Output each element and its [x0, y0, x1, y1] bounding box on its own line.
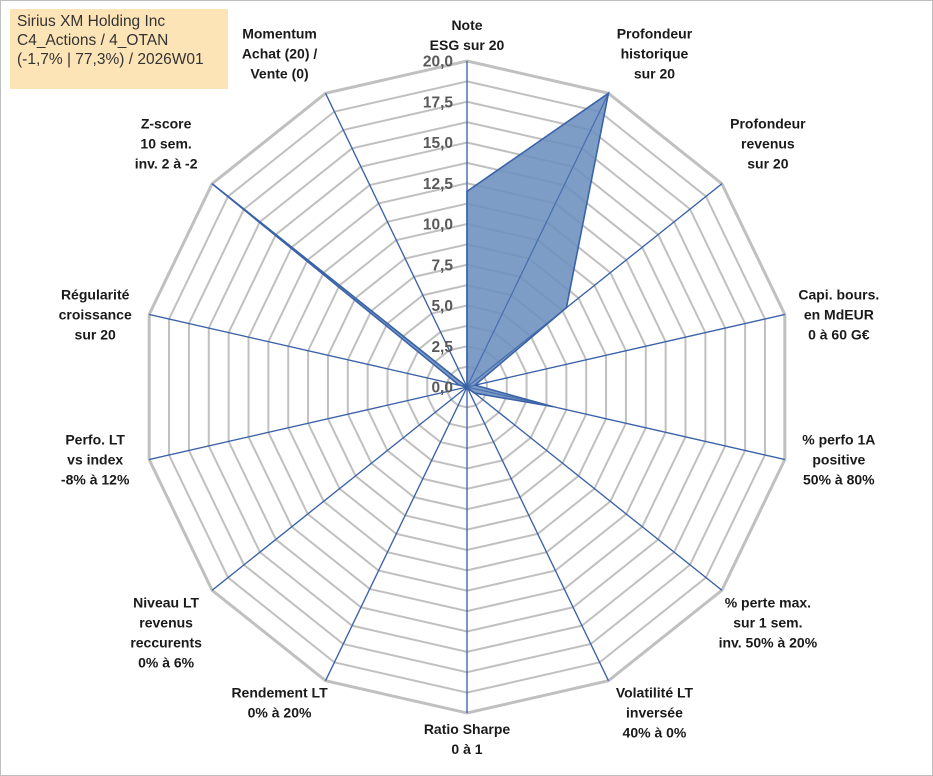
axis-label-line: reccurents	[130, 634, 202, 650]
axis-label-line: Z-score	[141, 116, 192, 132]
axis-label: % perte max. sur 1 sem. inv. 50% à 20%	[719, 594, 818, 650]
axis-spoke-overlay	[466, 386, 609, 681]
axis-label-line: sur 20	[75, 326, 116, 342]
axis-label-line: sur 20	[634, 65, 675, 81]
axis-label-line: revenus	[139, 614, 193, 630]
axis-label-line: Niveau LT	[133, 594, 199, 610]
axis-label: Régularité croissance sur 20	[59, 286, 132, 342]
axis-spoke-overlay	[211, 183, 468, 388]
axis-spoke-overlay	[466, 93, 609, 388]
axis-label-line: % perte max.	[725, 594, 811, 610]
radar-axis-labels: Note ESG sur 20 Profondeur historique sur 20…	[59, 17, 880, 757]
axis-label-line: % perfo 1A	[802, 432, 875, 448]
tick-label: 17,5	[423, 94, 454, 111]
axis-spoke-overlay	[466, 386, 785, 461]
axis-label-line: 10 sem.	[140, 136, 191, 152]
tick-label: 10,0	[423, 217, 453, 234]
axis-label-line: Profondeur	[730, 116, 806, 132]
axis-label-line: Rendement LT	[231, 685, 328, 701]
axis-label-line: Ratio Sharpe	[424, 721, 511, 737]
axis-label: Z-score 10 sem. inv. 2 à -2	[135, 116, 198, 172]
axis-label-line: Régularité	[61, 286, 130, 302]
axis-label-line: croissance	[59, 306, 132, 322]
tick-label: 0,0	[431, 380, 453, 397]
axis-label-line: Achat (20) /	[242, 45, 318, 61]
tick-label: 2,5	[431, 339, 453, 356]
axis-label-line: revenus	[741, 136, 795, 152]
title-line-company: Sirius XM Holding Inc	[17, 13, 166, 30]
radar-tick-labels: 0,0 2,5 5,0 7,5 10,0 12,5 15,0 17,5 20,0	[423, 54, 454, 397]
axis-label-line: inv. 50% à 20%	[719, 634, 818, 650]
axis-label-line: Vente (0)	[250, 65, 308, 81]
axis-label-line: 50% à 80%	[803, 472, 875, 488]
axis-spoke-overlay	[149, 386, 468, 461]
axis-label-line: en MdEUR	[804, 306, 874, 322]
chart-title-box: Sirius XM Holding Inc C4_Actions / 4_OTA…	[10, 9, 228, 89]
axis-spoke-overlay	[466, 386, 723, 591]
axis-spoke-overlay	[325, 386, 468, 681]
axis-label-line: Perfo. LT	[65, 432, 125, 448]
axis-label: Momentum Achat (20) / Vente (0)	[242, 25, 318, 81]
axis-label: Niveau LT revenus reccurents 0% à 6%	[130, 594, 202, 670]
axis-label: Ratio Sharpe 0 à 1	[424, 721, 511, 757]
axis-label-line: ESG sur 20	[430, 37, 505, 53]
axis-label-line: sur 20	[747, 156, 788, 172]
axis-label-line: sur 1 sem.	[733, 614, 802, 630]
axis-label-line: -8% à 12%	[61, 472, 130, 488]
axis-label-line: Volatilité LT	[616, 685, 694, 701]
title-line-stats: (-1,7% | 77,3%) / 2026W01	[17, 51, 204, 68]
axis-spoke-overlay	[466, 313, 785, 388]
axis-spoke-overlay	[325, 93, 468, 388]
axis-spoke-overlay	[466, 183, 723, 388]
tick-label: 7,5	[431, 257, 453, 274]
tick-label: 15,0	[423, 135, 453, 152]
axis-label-line: 0% à 6%	[138, 654, 195, 670]
axis-label-line: inversée	[626, 705, 683, 721]
axis-label-line: 0 à 1	[451, 741, 482, 757]
axis-label-line: 40% à 0%	[623, 725, 687, 741]
axis-label: Rendement LT 0% à 20%	[231, 685, 328, 721]
axis-spoke-overlay	[211, 386, 468, 591]
axis-label: Profondeur historique sur 20	[617, 25, 693, 81]
axis-label-line: Note	[451, 17, 482, 33]
tick-label: 20,0	[423, 54, 453, 71]
axis-label: Note ESG sur 20	[430, 17, 505, 53]
axis-label-line: historique	[621, 45, 689, 61]
axis-label-line: positive	[812, 452, 865, 468]
axis-label: Perfo. LT vs index -8% à 12%	[61, 432, 130, 488]
tick-label: 5,0	[431, 298, 453, 315]
axis-label: % perfo 1A positive 50% à 80%	[802, 432, 875, 488]
axis-label-line: 0 à 60 G€	[808, 326, 870, 342]
radar-series	[149, 61, 785, 713]
axis-label-line: Profondeur	[617, 25, 693, 41]
axis-label: Capi. bours. en MdEUR 0 à 60 G€	[798, 286, 879, 342]
axis-label-line: vs index	[67, 452, 123, 468]
axis-label: Volatilité LT inversée 40% à 0%	[616, 685, 694, 741]
axis-label-line: 0% à 20%	[248, 705, 312, 721]
axis-label-line: Momentum	[242, 25, 317, 41]
axis-label-line: Capi. bours.	[798, 286, 879, 302]
axis-label-line: inv. 2 à -2	[135, 156, 198, 172]
title-line-category: C4_Actions / 4_OTAN	[17, 32, 169, 49]
tick-label: 12,5	[423, 176, 454, 193]
series-area	[211, 91, 610, 408]
axis-spoke-overlay	[149, 313, 468, 388]
axis-label: Profondeur revenus sur 20	[730, 116, 806, 172]
